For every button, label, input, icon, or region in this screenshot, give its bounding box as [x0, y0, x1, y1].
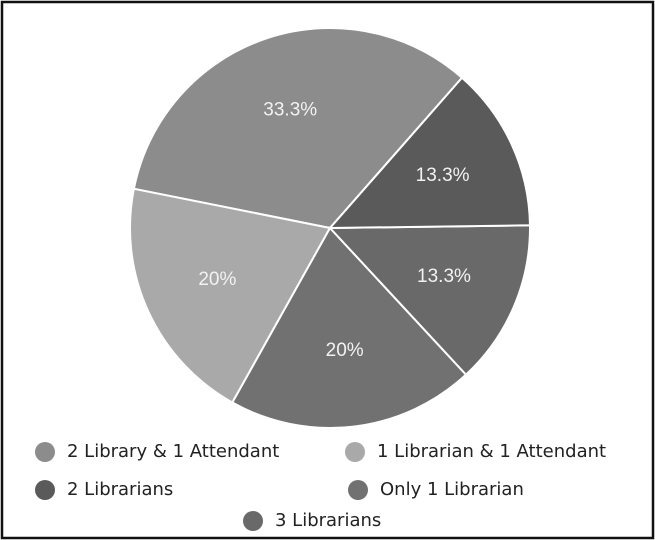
value-label: 20%: [198, 269, 236, 290]
legend-swatch: [35, 442, 55, 462]
legend-label: 2 Librarians: [67, 479, 173, 500]
pie-slice: [230, 226, 468, 429]
legend-label: Only 1 Librarian: [380, 479, 524, 500]
legend-swatch: [35, 480, 55, 500]
value-label: 33.3%: [263, 100, 317, 121]
legend-label: 3 Librarians: [275, 510, 381, 531]
pie-slice: [132, 27, 464, 230]
legend-label: 1 Librarian & 1 Attendant: [377, 441, 606, 462]
value-label: 20%: [326, 340, 364, 361]
legend-label: 2 Library & 1 Attendant: [67, 441, 279, 462]
legend-swatch: [345, 442, 365, 462]
value-label: 13.3%: [417, 266, 471, 287]
legend-swatch: [348, 480, 368, 500]
pie-slice: [129, 187, 332, 404]
value-label: 13.3%: [416, 165, 470, 186]
pie-slice: [327, 76, 531, 230]
legend-swatch: [243, 511, 263, 531]
pie-slice: [327, 224, 531, 377]
